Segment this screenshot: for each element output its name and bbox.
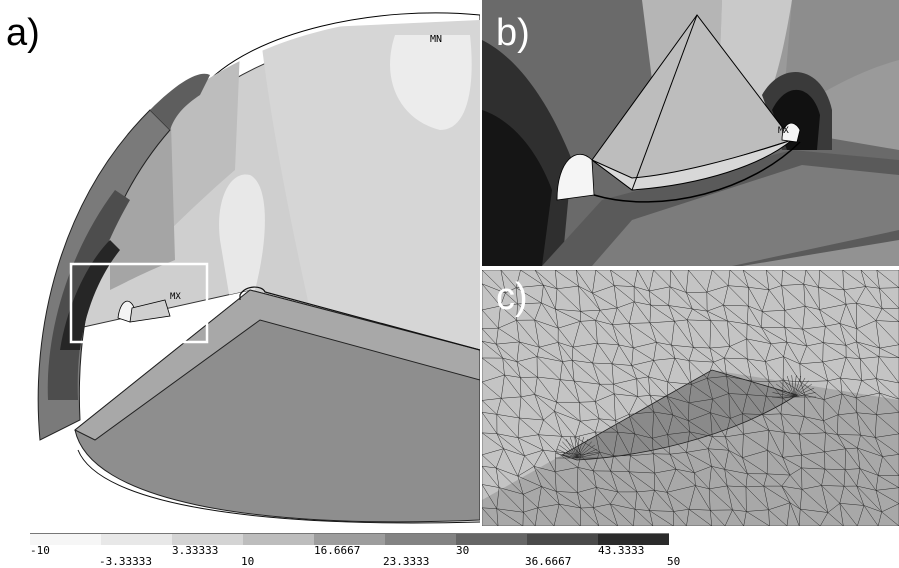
legend-swatch — [101, 533, 172, 545]
fe-mesh-graphic — [482, 270, 899, 526]
legend-swatch — [598, 533, 669, 545]
legend-swatch — [243, 533, 314, 545]
max-marker-b: MX — [778, 126, 789, 136]
zoom-region-box — [69, 262, 209, 344]
legend-swatch — [314, 533, 385, 545]
panel-b-label: b) — [496, 12, 530, 54]
panel-c-label: c) — [496, 276, 528, 318]
legend-tick-label: 10 — [241, 555, 255, 568]
legend-swatch — [172, 533, 243, 545]
legend-tick-label: 50 — [667, 555, 681, 568]
panel-b-zoom-contour: b) MX — [482, 0, 899, 266]
legend-tick-label: 3.33333 — [172, 544, 219, 557]
legend-swatch — [456, 533, 527, 545]
legend-tick-label: -3.33333 — [99, 555, 152, 568]
legend-tick-label: 16.6667 — [314, 544, 361, 557]
legend-swatch — [30, 533, 101, 545]
legend-tick-label: -10 — [30, 544, 50, 557]
zoom-contour-graphic — [482, 0, 899, 266]
min-marker: MN — [430, 34, 443, 45]
panel-c-mesh-view: c) — [482, 270, 899, 526]
hemisphere-contour-graphic — [37, 12, 480, 524]
legend-tick-label: 36.6667 — [525, 555, 572, 568]
panel-a-label: a) — [6, 12, 40, 54]
legend-swatch — [385, 533, 456, 545]
legend-tick-label: 43.3333 — [598, 544, 645, 557]
legend-swatch — [527, 533, 598, 545]
legend-tick-label: 23.3333 — [383, 555, 430, 568]
panel-a-contour-plot: a) MN MX — [0, 0, 480, 528]
max-marker-a: MX — [170, 292, 181, 302]
legend-tick-label: 30 — [456, 544, 470, 557]
color-legend: -10 3.33333 16.6667 30 43.3333 -3.33333 10 23.… — [30, 532, 750, 568]
